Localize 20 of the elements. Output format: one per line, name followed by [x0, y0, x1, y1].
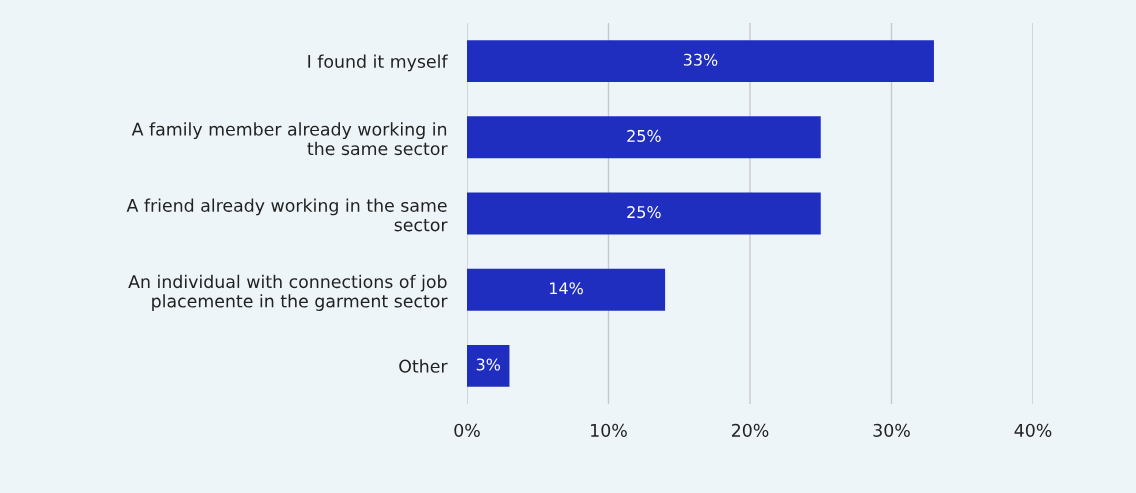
- bar: [467, 116, 821, 159]
- y-tick-label: A family member already working in the same sector: [131, 122, 448, 156]
- bar: [467, 268, 666, 311]
- x-tick-label: 0%: [454, 423, 480, 437]
- y-tick-label: I found it myself: [308, 54, 448, 72]
- y-tick-label: Other: [399, 359, 448, 373]
- data-label: 3%: [476, 358, 501, 371]
- data-label: 33%: [683, 53, 718, 66]
- x-tick-label: 10%: [591, 423, 627, 437]
- x-tick-label: 20%: [731, 423, 769, 437]
- data-label: 25%: [627, 206, 661, 219]
- bar: [467, 344, 510, 387]
- y-tick-label: A friend already working in the same sector: [126, 198, 448, 232]
- data-label: 14%: [550, 282, 583, 295]
- bar: [467, 192, 821, 235]
- y-tick-label: An individual with connections of job placemente in the garment sector: [128, 274, 448, 311]
- x-tick-label: 30%: [873, 423, 910, 437]
- bar: [467, 40, 934, 83]
- data-label: 25%: [627, 129, 661, 142]
- x-tick-label: 40%: [1014, 423, 1052, 437]
